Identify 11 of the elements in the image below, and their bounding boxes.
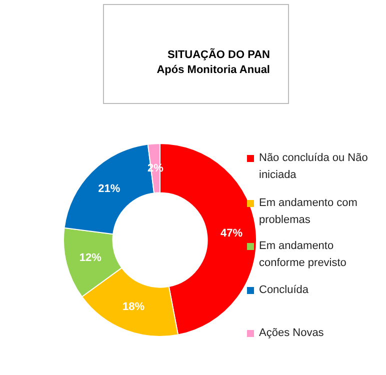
- chart-title: SITUAÇÃO DO PAN: [166, 49, 270, 61]
- legend-label: Não concluída ou Não iniciada: [259, 152, 368, 182]
- data-label: 18%: [122, 300, 145, 313]
- chart-subtitle: Após Monitoria Anual: [156, 64, 270, 76]
- legend-label: Ações Novas: [259, 327, 324, 340]
- legend-label: Concluída: [259, 284, 310, 296]
- data-label: 21%: [98, 183, 120, 196]
- data-label: 12%: [79, 252, 102, 264]
- legend-label: Em andamento conforme previsto: [259, 240, 346, 270]
- data-label: 47%: [220, 227, 243, 240]
- legend-label: Em andamento com problemas: [259, 197, 358, 226]
